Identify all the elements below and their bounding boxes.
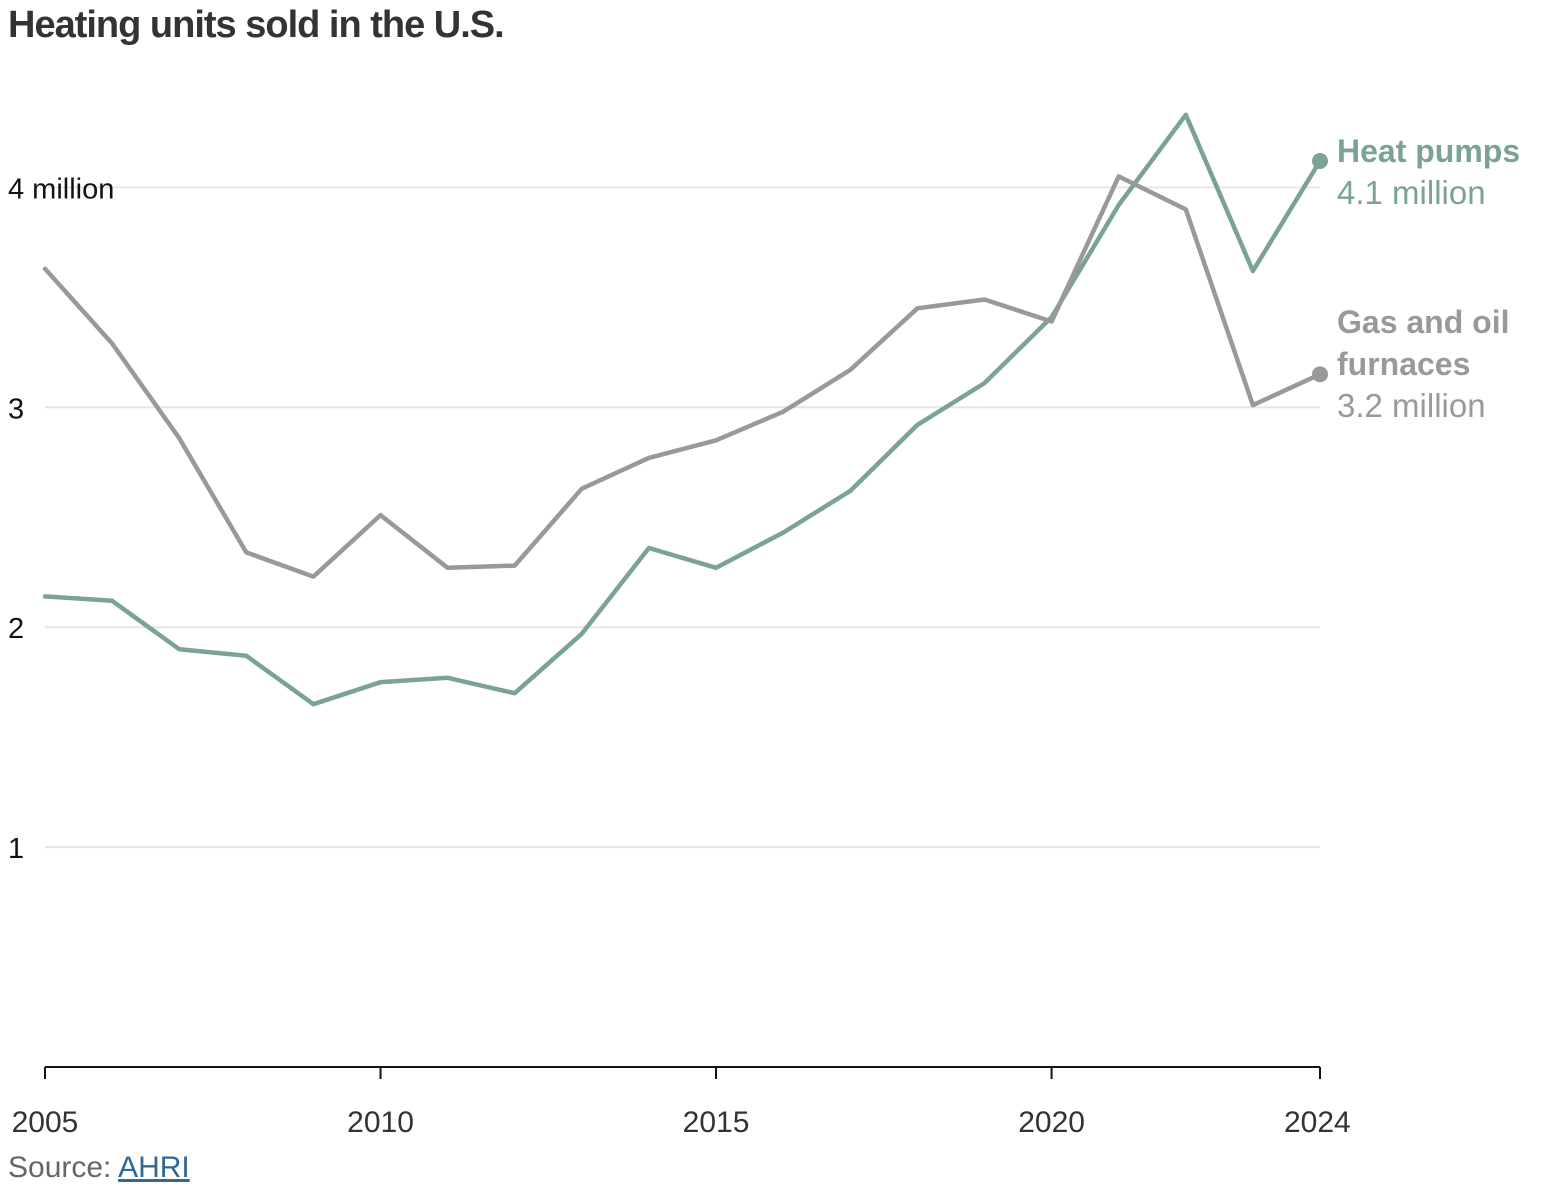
x-tick-label-2010: 2010 (347, 1106, 414, 1139)
series-value-gas-and-oil-furnaces: 3.2 million (1337, 387, 1486, 424)
source-note: Source: AHRI (8, 1151, 190, 1185)
source-link[interactable]: AHRI (118, 1151, 190, 1184)
y-tick-label-4-million: 4 million (8, 173, 114, 205)
x-tick-label-2015: 2015 (683, 1106, 750, 1139)
gridlines (45, 186, 1320, 849)
y-axis-tick-labels: 4 million 3 2 1 (8, 173, 114, 865)
series-name-gas-and-oil-furnaces: Gas and oil furnaces (1337, 304, 1509, 382)
y-tick-label-3: 3 (8, 393, 24, 425)
y-tick-label-2: 2 (8, 613, 24, 645)
series-line-heat-pumps (42, 112, 1323, 707)
series-value-heat-pumps: 4.1 million (1337, 174, 1486, 211)
series-end-labels: Heat pumps 4.1 million Gas and oil furnaces… (1337, 133, 1520, 424)
series-name-heat-pumps: Heat pumps (1337, 133, 1520, 169)
series-end-point-gas-and-oil-furnaces (1312, 366, 1328, 383)
x-tick-label-2024: 2024 (1284, 1106, 1351, 1139)
y-tick-label-1: 1 (8, 833, 24, 865)
series-end-point-heat-pumps (1312, 153, 1328, 170)
source-prefix: Source: (8, 1151, 119, 1184)
x-axis: 2005 2010 2015 2020 2024 (12, 1066, 1351, 1139)
series-label-heat-pumps: Heat pumps 4.1 million (1337, 133, 1520, 211)
series-label-gas-and-oil-furnaces: Gas and oil furnaces 3.2 million (1337, 304, 1509, 424)
chart-title: Heating units sold in the U.S. (8, 4, 505, 46)
x-tick-label-2020: 2020 (1018, 1106, 1085, 1139)
series-line-gas-and-oil-furnaces (42, 174, 1323, 579)
x-tick-label-2005: 2005 (12, 1106, 79, 1139)
series-lines (42, 112, 1328, 707)
